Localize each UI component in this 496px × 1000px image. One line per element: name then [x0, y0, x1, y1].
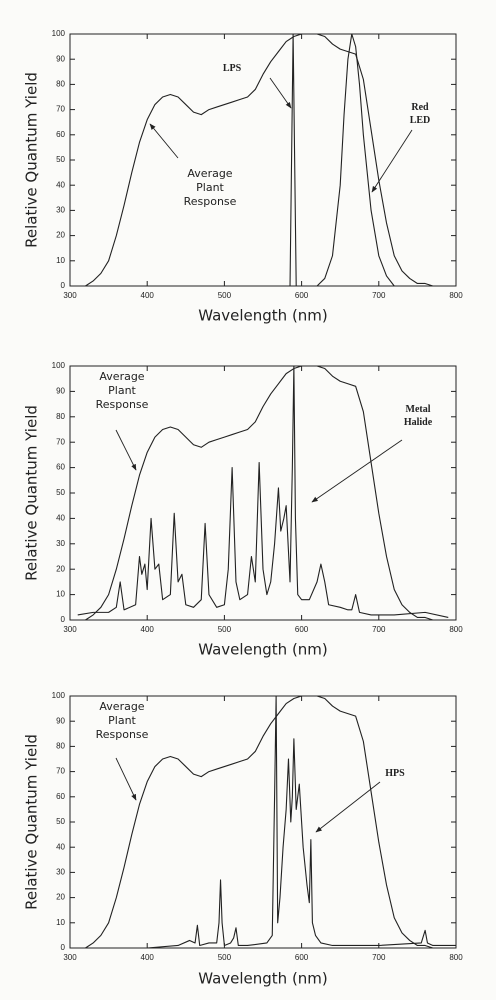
y-tick-label: 10	[56, 918, 65, 927]
y-tick-label: 80	[56, 80, 65, 89]
annotation-arrow	[269, 77, 292, 109]
y-tick-label: 100	[52, 29, 66, 38]
plot-frame	[69, 33, 457, 287]
spectrum-line	[77, 695, 456, 949]
series-annotation: Average Plant Response	[95, 700, 149, 741]
y-tick-label: 90	[56, 716, 65, 725]
x-tick-label: 800	[449, 953, 463, 962]
y-tick-label: 30	[56, 206, 65, 215]
x-tick-label: 300	[63, 953, 77, 962]
spectrum-line	[316, 33, 395, 287]
x-tick-label: 400	[141, 291, 155, 300]
spectrum-line	[77, 365, 449, 618]
y-tick-label: 30	[56, 539, 65, 548]
y-tick-label: 40	[56, 180, 65, 189]
series-annotation: Average Plant Response	[95, 370, 149, 411]
y-tick-label: 60	[56, 463, 65, 472]
y-tick-label: 90	[56, 387, 65, 396]
y-tick-label: 70	[56, 437, 65, 446]
y-tick-label: 0	[61, 943, 66, 952]
y-tick-label: 10	[56, 590, 65, 599]
y-tick-label: 60	[56, 792, 65, 801]
series-annotation: LPS	[222, 63, 242, 74]
y-tick-label: 50	[56, 488, 65, 497]
x-axis-label: Wavelength (nm)	[198, 307, 328, 325]
annotation-arrow	[115, 429, 137, 471]
y-tick-label: 0	[61, 281, 66, 290]
y-tick-label: 40	[56, 514, 65, 523]
x-tick-label: 500	[218, 291, 232, 300]
y-tick-label: 100	[52, 361, 66, 370]
x-tick-label: 600	[295, 953, 309, 962]
spectrum-line	[85, 695, 441, 949]
y-tick-label: 20	[56, 231, 65, 240]
y-tick-label: 70	[56, 767, 65, 776]
x-tick-label: 700	[372, 953, 386, 962]
y-tick-label: 10	[56, 256, 65, 265]
y-tick-label: 40	[56, 842, 65, 851]
annotation-arrow	[311, 439, 403, 503]
annotation-arrow	[315, 781, 381, 833]
x-tick-label: 700	[372, 625, 386, 634]
x-tick-label: 500	[218, 625, 232, 634]
y-axis-label: Relative Quantum Yield	[23, 405, 41, 581]
spectrum-line	[85, 33, 441, 287]
y-tick-label: 20	[56, 564, 65, 573]
x-tick-label: 600	[295, 625, 309, 634]
y-tick-label: 50	[56, 817, 65, 826]
x-tick-label: 400	[141, 625, 155, 634]
y-tick-label: 70	[56, 105, 65, 114]
y-tick-label: 90	[56, 54, 65, 63]
x-axis-label: Wavelength (nm)	[198, 970, 328, 988]
y-axis-label: Relative Quantum Yield	[23, 72, 41, 248]
spectrum-line	[282, 33, 306, 287]
y-tick-label: 80	[56, 412, 65, 421]
x-tick-label: 800	[449, 625, 463, 634]
series-annotation: Metal Halide	[403, 404, 433, 428]
annotation-arrow	[115, 757, 137, 801]
y-tick-label: 60	[56, 130, 65, 139]
x-tick-label: 300	[63, 625, 77, 634]
y-tick-label: 100	[52, 691, 66, 700]
y-tick-label: 80	[56, 742, 65, 751]
x-axis-label: Wavelength (nm)	[198, 641, 328, 659]
x-tick-label: 700	[372, 291, 386, 300]
y-tick-label: 50	[56, 155, 65, 164]
x-tick-label: 500	[218, 953, 232, 962]
spectrum-line	[85, 365, 441, 621]
y-tick-label: 0	[61, 615, 66, 624]
series-annotation: HPS	[385, 768, 405, 779]
x-tick-label: 400	[141, 953, 155, 962]
x-tick-label: 600	[295, 291, 309, 300]
series-annotation: Average Plant Response	[183, 167, 237, 208]
annotation-arrow	[371, 129, 413, 193]
series-annotation: Red LED	[409, 102, 431, 126]
y-tick-label: 30	[56, 868, 65, 877]
x-tick-label: 300	[63, 291, 77, 300]
y-tick-label: 20	[56, 893, 65, 902]
x-tick-label: 800	[449, 291, 463, 300]
annotation-arrow	[149, 123, 179, 159]
y-axis-label: Relative Quantum Yield	[23, 734, 41, 910]
